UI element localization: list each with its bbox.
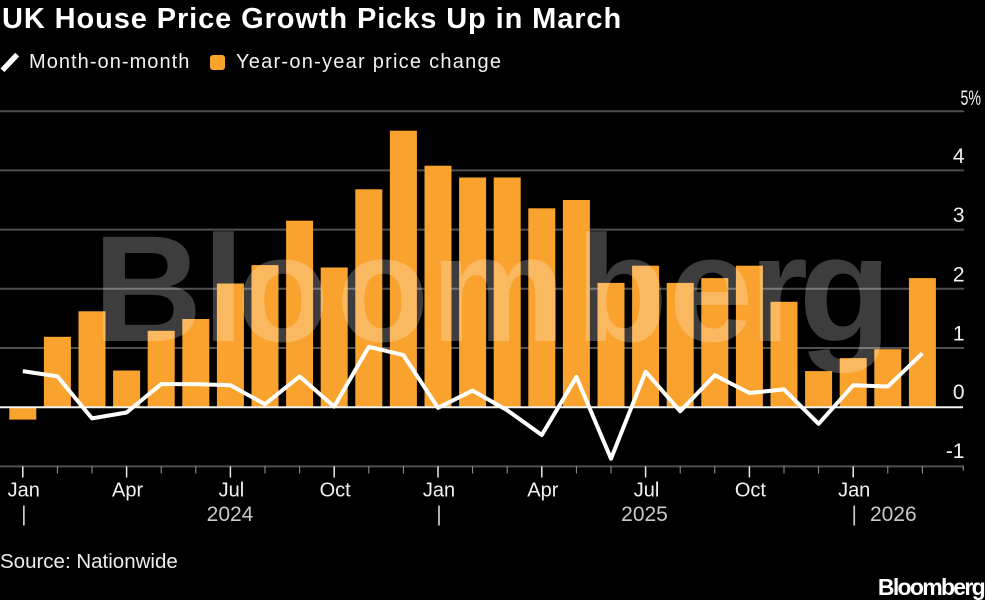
svg-text:1: 1: [953, 323, 965, 346]
svg-text:0: 0: [953, 381, 965, 404]
svg-text:Jan: Jan: [8, 479, 40, 501]
svg-text:Apr: Apr: [527, 479, 558, 501]
svg-text:5%: 5%: [961, 87, 982, 110]
svg-text:|: |: [436, 503, 441, 526]
svg-text:2026: 2026: [870, 503, 917, 526]
svg-text:-1: -1: [946, 440, 965, 463]
svg-text:2024: 2024: [207, 503, 254, 526]
svg-text:2: 2: [953, 263, 965, 286]
svg-text:Oct: Oct: [735, 479, 767, 501]
svg-text:Jul: Jul: [219, 479, 245, 501]
svg-text:Jul: Jul: [634, 479, 660, 501]
svg-text:|: |: [21, 503, 26, 526]
svg-text:Oct: Oct: [320, 479, 352, 501]
svg-text:Jan: Jan: [423, 479, 455, 501]
svg-text:2025: 2025: [621, 503, 668, 526]
svg-text:Apr: Apr: [112, 479, 143, 501]
svg-text:4: 4: [953, 145, 965, 168]
svg-text:|: |: [851, 503, 856, 526]
svg-text:3: 3: [953, 204, 965, 227]
svg-text:Jan: Jan: [838, 479, 870, 501]
